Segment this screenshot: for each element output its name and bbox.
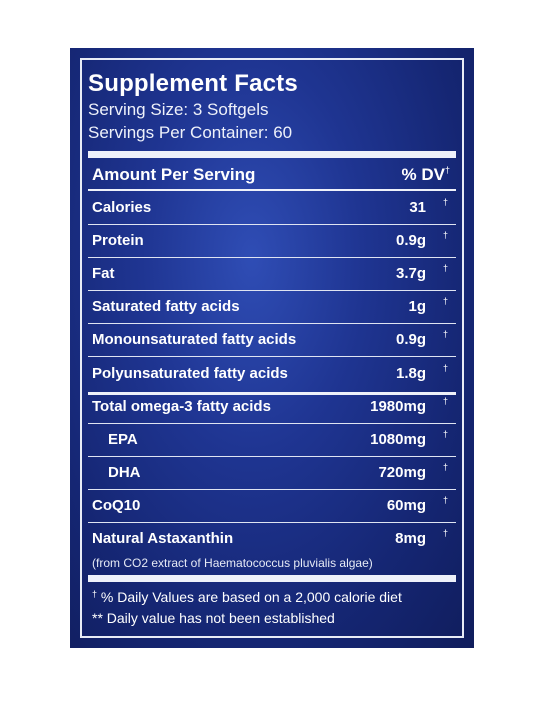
nutrient-dv: † [442,396,448,406]
nutrient-name: Saturated fatty acids [92,298,240,315]
row-divider [88,522,456,523]
nutrient-amount: 1.8g [395,365,426,382]
nutrient-amount: 8mg [395,530,426,547]
nutrient-amount: 0.9g [395,232,426,249]
nutrient-name: Total omega-3 fatty acids [92,398,271,415]
nutrient-name: EPA [108,431,138,448]
nutrient-dv: † [442,495,448,505]
serving-size: Serving Size: 3 Softgels [88,100,269,119]
nutrient-amount: 31 [409,199,426,216]
nutrient-amount: 1980mg [370,398,426,415]
astaxanthin-source-note: (from CO2 extract of Haematococcus pluvi… [92,556,373,570]
dagger-mark: † [92,589,98,599]
panel-frame [80,58,464,638]
table-row: Fat 3.7g † [92,258,454,288]
footnote-daily-values-text: % Daily Values are based on a 2,000 calo… [97,589,402,605]
nutrient-name: Fat [92,265,115,282]
nutrient-dv: † [442,528,448,538]
table-row: Protein 0.9g † [92,225,454,255]
row-divider [88,257,456,258]
row-divider [88,489,456,490]
nutrient-name: CoQ10 [92,497,141,514]
table-row: CoQ10 60mg † [92,490,454,520]
dagger-mark: † [444,165,450,175]
table-row: Monounsaturated fatty acids 0.9g † [92,324,454,354]
supplement-facts-panel: Supplement Facts Serving Size: 3 Softgel… [70,48,474,648]
nutrient-name: Protein [92,232,144,249]
nutrient-dv: † [442,462,448,472]
nutrient-dv: † [442,296,448,306]
nutrient-dv: † [442,263,448,273]
nutrient-dv: † [442,230,448,240]
nutrient-amount: 720mg [378,464,426,481]
nutrient-name: Calories [92,199,152,216]
nutrient-name: Natural Astaxanthin [92,530,234,547]
thick-divider-top [88,151,456,158]
row-divider [88,224,456,225]
nutrient-amount: 60mg [386,497,426,514]
nutrient-amount: 1080mg [370,431,426,448]
table-header: Amount Per Serving % DV† [92,162,454,186]
row-divider [88,323,456,324]
row-divider [88,356,456,357]
nutrient-name: Monounsaturated fatty acids [92,331,297,348]
omega-divider [88,392,456,395]
row-divider [88,423,456,424]
table-row: DHA 720mg † [92,457,454,487]
page-title: Supplement Facts [88,70,298,97]
nutrient-amount: 0.9g [395,331,426,348]
nutrient-dv: † [442,329,448,339]
table-row: Polyunsaturated fatty acids 1.8g † [92,358,454,388]
footnote-daily-values: † % Daily Values are based on a 2,000 ca… [92,589,402,605]
amount-per-serving-label: Amount Per Serving [92,165,256,184]
table-row: EPA 1080mg † [92,424,454,454]
nutrient-amount: 3.7g [395,265,426,282]
nutrient-name: DHA [108,464,141,481]
nutrient-amount: 1g [408,298,426,315]
header-divider [88,189,456,191]
row-divider [88,456,456,457]
table-row: Natural Astaxanthin 8mg † (from CO2 extr… [92,523,454,573]
row-divider [88,290,456,291]
nutrient-dv: † [442,429,448,439]
daily-value-label: % DV† [402,165,450,185]
table-row: Calories 31 † [92,192,454,222]
daily-value-text: % DV [401,165,445,184]
servings-per-container: Servings Per Container: 60 [88,123,293,142]
table-row: Total omega-3 fatty acids 1980mg † [92,391,454,421]
thick-divider-bottom [88,575,456,582]
nutrient-name: Polyunsaturated fatty acids [92,365,288,382]
nutrient-dv: † [442,363,448,373]
nutrient-dv: † [442,197,448,207]
footnote-not-established: ** Daily value has not been established [92,610,335,626]
table-row: Saturated fatty acids 1g † [92,291,454,321]
